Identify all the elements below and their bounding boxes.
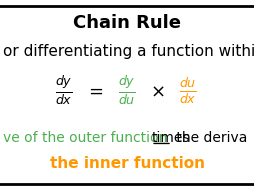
Text: $\frac{dy}{dx}$: $\frac{dy}{dx}$ [55, 75, 72, 107]
Text: the inner function: the inner function [50, 156, 204, 171]
Text: ve of the outer function: ve of the outer function [3, 131, 171, 145]
Text: Chain Rule: Chain Rule [73, 14, 181, 32]
Text: the deriva: the deriva [172, 131, 247, 145]
Text: or differentiating a function within a fun: or differentiating a function within a f… [3, 44, 254, 59]
Text: $\frac{du}{dx}$: $\frac{du}{dx}$ [179, 76, 197, 106]
Text: $\frac{dy}{du}$: $\frac{dy}{du}$ [118, 75, 136, 107]
Text: times: times [151, 131, 190, 145]
Text: $=$: $=$ [85, 82, 103, 100]
Text: $\times$: $\times$ [150, 82, 165, 100]
